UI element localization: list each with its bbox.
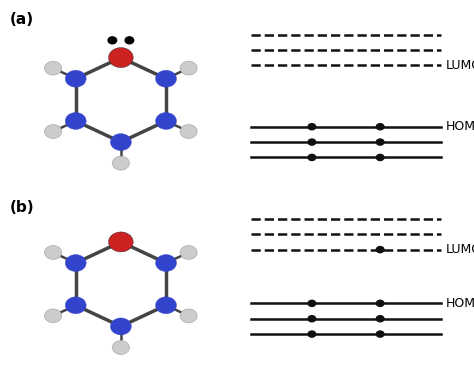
Text: LUMO: LUMO [446,243,474,256]
Circle shape [308,300,316,306]
Circle shape [45,309,62,323]
Circle shape [180,309,197,323]
Circle shape [155,297,176,314]
Circle shape [45,61,62,75]
Circle shape [109,48,133,68]
Circle shape [308,124,316,130]
Circle shape [65,297,86,314]
Circle shape [65,70,86,87]
Text: HOMO: HOMO [446,297,474,310]
Text: (a): (a) [9,12,34,26]
Text: (b): (b) [9,200,34,215]
Text: LUMO: LUMO [446,59,474,72]
Circle shape [376,154,384,161]
Circle shape [109,232,133,252]
Circle shape [308,316,316,322]
Circle shape [155,70,176,87]
Circle shape [376,331,384,337]
Circle shape [376,139,384,145]
Circle shape [110,134,131,151]
Circle shape [376,300,384,306]
Circle shape [308,331,316,337]
Circle shape [110,318,131,335]
Circle shape [308,154,316,161]
Circle shape [180,61,197,75]
Circle shape [376,124,384,130]
Circle shape [180,246,197,260]
Circle shape [376,316,384,322]
Circle shape [112,341,129,354]
Circle shape [308,139,316,145]
Circle shape [180,124,197,139]
Circle shape [65,113,86,129]
Text: HOMO: HOMO [446,120,474,133]
Circle shape [112,156,129,170]
Circle shape [45,246,62,260]
Circle shape [45,124,62,139]
Circle shape [155,255,176,271]
Circle shape [125,37,134,44]
Circle shape [108,37,117,44]
Circle shape [155,113,176,129]
Circle shape [376,247,384,253]
Circle shape [65,255,86,271]
